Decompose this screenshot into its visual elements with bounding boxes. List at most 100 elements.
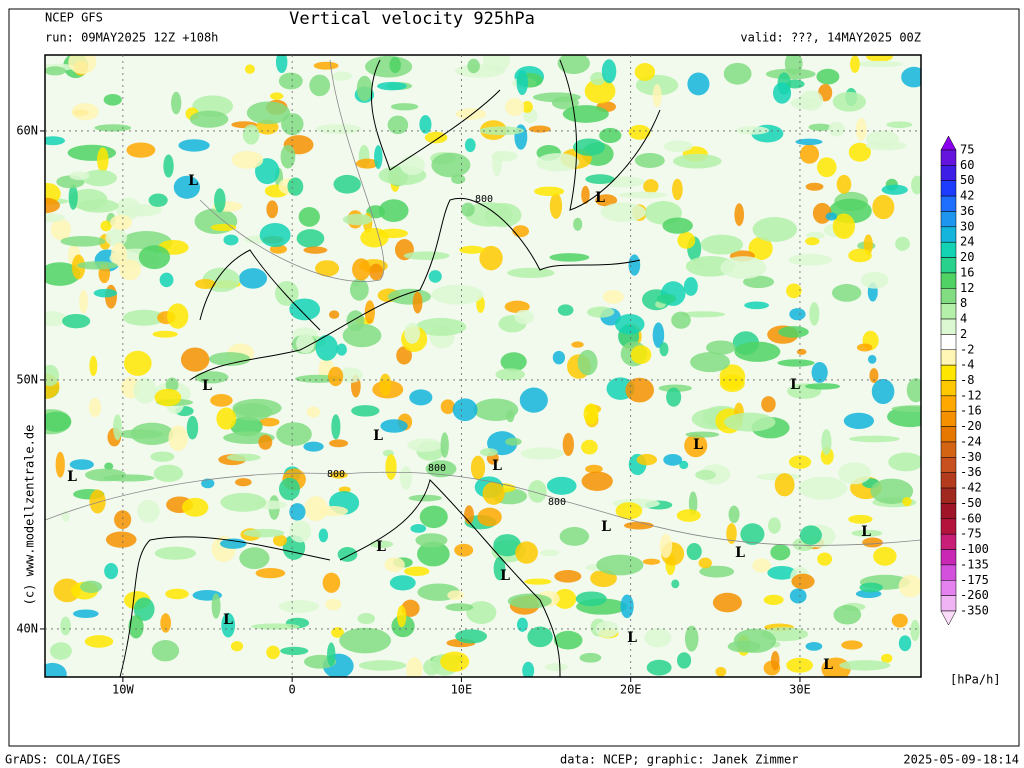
map-frame <box>44 54 922 678</box>
legend-level-label: 60 <box>960 158 974 172</box>
field-blob <box>552 350 566 365</box>
field-blob <box>259 417 280 427</box>
field-blob <box>585 174 615 184</box>
field-blob <box>428 270 442 283</box>
field-blob <box>573 138 605 156</box>
field-blob <box>105 228 128 247</box>
field-blob <box>151 640 180 662</box>
field-blob <box>113 414 122 441</box>
legend-level-label: -42 <box>960 481 982 495</box>
field-blob <box>221 612 236 638</box>
field-blob <box>507 593 552 609</box>
field-blob <box>154 546 197 560</box>
legend-level-label: -16 <box>960 404 982 418</box>
field-blob <box>671 579 680 589</box>
field-blob <box>859 582 883 593</box>
field-blob <box>493 534 522 557</box>
field-blob <box>871 378 895 405</box>
field-blob <box>628 124 651 140</box>
legend-level-label: 75 <box>960 143 974 157</box>
field-blob <box>625 377 654 403</box>
footer-right: 2025-05-09-18:14 <box>903 753 1019 767</box>
field-blob <box>839 660 891 671</box>
field-blob <box>406 657 423 677</box>
field-blob <box>357 612 376 625</box>
field-blob <box>329 471 348 479</box>
field-blob <box>841 640 863 650</box>
legend-level-label: 20 <box>960 250 974 264</box>
field-blob <box>516 617 528 632</box>
field-blob <box>706 340 736 355</box>
legend-band <box>940 380 957 397</box>
field-blob <box>266 200 279 219</box>
field-blob <box>521 100 533 113</box>
field-blob <box>798 476 848 500</box>
legend-band <box>940 410 957 427</box>
field-blob <box>60 235 106 247</box>
field-blob <box>778 326 809 338</box>
field-blob <box>318 528 329 543</box>
field-blob <box>322 572 341 593</box>
field-blob <box>244 64 255 74</box>
low-marker: L <box>223 612 233 628</box>
field-blob <box>492 150 502 177</box>
field-blob <box>45 197 60 214</box>
lat-tick-label: 60N <box>16 123 38 137</box>
field-blob <box>832 91 866 112</box>
field-blob <box>278 599 319 613</box>
field-blob <box>115 197 141 221</box>
field-blob <box>219 538 247 549</box>
field-blob <box>243 528 285 538</box>
field-blob <box>620 594 634 619</box>
field-blob <box>53 578 81 603</box>
field-blob <box>339 627 391 654</box>
legend-band <box>940 211 957 228</box>
field-blob <box>831 284 862 302</box>
field-blob <box>770 544 791 561</box>
field-blob <box>505 437 522 446</box>
field-blob <box>901 66 921 88</box>
legend-level-label: -350 <box>960 604 989 618</box>
field-blob <box>440 432 449 458</box>
field-blob <box>700 234 744 255</box>
field-blob <box>417 541 450 567</box>
field-blob <box>123 309 165 326</box>
field-blob <box>403 251 450 260</box>
field-blob <box>865 140 907 151</box>
field-blob <box>390 103 419 111</box>
field-blob <box>79 289 88 314</box>
field-blob <box>659 342 669 357</box>
field-blob <box>67 144 117 161</box>
field-blob <box>848 142 871 162</box>
field-blob <box>790 97 820 109</box>
field-blob <box>133 377 157 404</box>
legend-band <box>940 180 957 197</box>
field-blob <box>378 199 409 222</box>
legend-level-label: 30 <box>960 219 974 233</box>
field-blob <box>242 124 260 145</box>
field-blob <box>687 72 710 96</box>
field-blob <box>296 229 325 248</box>
field-blob <box>772 82 792 104</box>
field-blob <box>280 144 296 169</box>
field-blob <box>389 56 401 74</box>
field-blob <box>573 217 583 231</box>
field-blob <box>828 121 845 137</box>
field-blob <box>805 182 824 191</box>
legend-band <box>940 487 957 504</box>
field-blob <box>231 151 264 169</box>
legend-band <box>940 472 957 489</box>
legend-band <box>940 303 957 320</box>
field-blob <box>549 192 563 219</box>
field-blob <box>186 415 199 440</box>
field-blob <box>663 140 693 153</box>
field-blob <box>178 139 210 152</box>
field-blob <box>484 203 522 228</box>
field-blob <box>902 496 912 507</box>
low-marker: L <box>735 545 745 561</box>
field-blob <box>306 406 321 418</box>
field-blob <box>811 361 828 383</box>
field-blob <box>615 502 643 520</box>
field-blob <box>93 288 118 298</box>
field-blob <box>595 620 619 638</box>
